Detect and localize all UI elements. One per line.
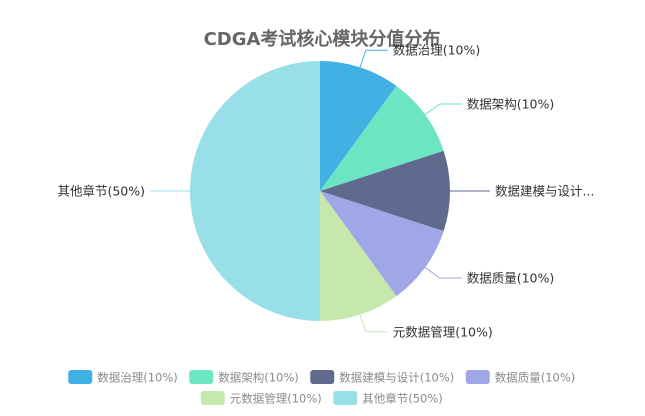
pie-slice[interactable] bbox=[320, 191, 444, 297]
label-leader-line bbox=[424, 267, 462, 279]
legend-swatch bbox=[310, 370, 335, 384]
legend-item[interactable]: 数据治理(10%) bbox=[68, 370, 178, 385]
legend-item[interactable]: 其他章节(50%) bbox=[333, 391, 443, 406]
labels-layer: 数据治理(10%) 数据架构(10%) 数据建模与设计... 数据质量(10%) 元数据… bbox=[57, 43, 594, 340]
pie-slice[interactable] bbox=[320, 85, 444, 191]
slice-label: 数据架构(10%) bbox=[467, 97, 555, 112]
legend-swatch bbox=[200, 391, 225, 405]
legend-item[interactable]: 元数据管理(10%) bbox=[200, 391, 322, 406]
legend-label: 其他章节(50%) bbox=[362, 392, 443, 406]
slice-label: 数据质量(10%) bbox=[467, 270, 555, 285]
pie-slice[interactable] bbox=[320, 61, 397, 191]
slice-label: 元数据管理(10%) bbox=[393, 324, 493, 339]
slice-label: 数据建模与设计... bbox=[495, 184, 594, 199]
slices-layer bbox=[190, 61, 451, 321]
legend: 数据治理(10%) 数据架构(10%) 数据建模与设计(10%) 数据质量(10%) 元… bbox=[68, 370, 575, 406]
label-leader-line bbox=[359, 314, 388, 333]
label-leader-line bbox=[424, 103, 462, 115]
slice-label: 其他章节(50%) bbox=[57, 184, 145, 199]
legend-swatch bbox=[68, 370, 93, 384]
slice-label: 数据治理(10%) bbox=[393, 43, 481, 58]
pie-slice[interactable] bbox=[320, 191, 397, 321]
label-leader-line bbox=[359, 49, 388, 68]
legend-swatch bbox=[189, 370, 214, 384]
legend-swatch bbox=[333, 391, 358, 405]
pie-slice[interactable] bbox=[190, 61, 320, 321]
legend-item[interactable]: 数据架构(10%) bbox=[189, 370, 299, 385]
legend-label: 数据建模与设计(10%) bbox=[339, 371, 454, 385]
pie-slice[interactable] bbox=[320, 150, 451, 232]
legend-swatch bbox=[465, 370, 490, 384]
legend-label: 元数据管理(10%) bbox=[230, 392, 322, 406]
chart-title: CDGA考试核心模块分值分布 bbox=[204, 28, 441, 50]
legend-label: 数据架构(10%) bbox=[218, 371, 299, 385]
legend-label: 数据治理(10%) bbox=[97, 371, 178, 385]
legend-item[interactable]: 数据质量(10%) bbox=[465, 370, 576, 385]
legend-label: 数据质量(10%) bbox=[495, 371, 576, 385]
legend-item[interactable]: 数据建模与设计(10%) bbox=[310, 370, 454, 385]
